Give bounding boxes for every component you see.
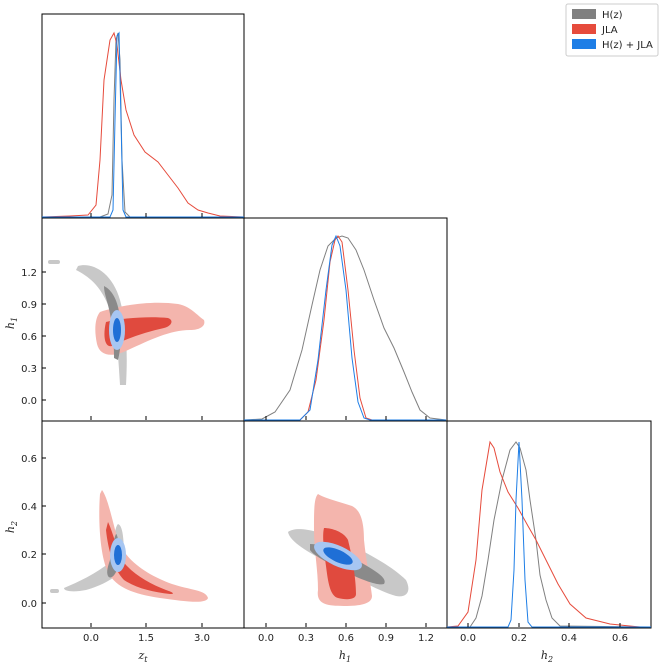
- tick-label-h1-y: 0.0: [21, 396, 37, 407]
- legend: H(z) JLA H(z) + JLA: [565, 3, 659, 57]
- ylabel-h1: h1: [4, 317, 19, 329]
- jla-hz-contour-68-h2-h1: [323, 547, 353, 565]
- tick-label-zt-x: 1.5: [138, 633, 154, 644]
- tick-marks: [42, 213, 621, 627]
- tick-label-h1-x: 0.6: [338, 633, 354, 644]
- legend-label-jla: JLA: [601, 25, 618, 36]
- contours-h1-vs-zt: [48, 260, 205, 385]
- contours-h2-vs-h1: [288, 494, 409, 606]
- tick-label-zt-x: 0.0: [83, 633, 99, 644]
- tick-label-h1-y: 0.6: [21, 332, 37, 343]
- legend-swatch-hz: [572, 9, 596, 19]
- tick-label-h2-x: 0.0: [460, 633, 476, 644]
- tick-label-h1-y: 0.9: [21, 300, 37, 311]
- hz-contour-95-h1-zt: [76, 265, 127, 385]
- contours-h2-vs-zt: [50, 490, 208, 602]
- tick-label-h1-x: 0.9: [378, 633, 394, 644]
- hz-contour-island-h2-zt: [50, 589, 59, 593]
- legend-label-hz: H(z): [602, 10, 623, 21]
- jla-contour-68-h2-zt: [106, 522, 173, 594]
- tick-label-h1-y: 0.3: [21, 364, 37, 375]
- jla-hz-h1-marginal-line: [244, 234, 446, 421]
- tick-label-h2-y: 0.2: [21, 550, 37, 561]
- jla-hz-contour-68-h2-zt: [114, 545, 122, 565]
- tick-label-h1-x: 0.0: [258, 633, 274, 644]
- panel-h2-vs-zt: [41, 420, 245, 629]
- tick-label-h2-y: 0.0: [21, 599, 37, 610]
- legend-swatch-hz-jla: [572, 39, 596, 49]
- jla-hz-zt-marginal-line: [42, 31, 244, 218]
- tick-label-zt-x: 3.0: [194, 633, 210, 644]
- jla-h2-marginal-line: [447, 440, 651, 628]
- tick-label-h1-x: 1.2: [418, 633, 434, 644]
- hz-zt-marginal-line: [42, 32, 244, 218]
- hz-contour-island-h1-zt: [48, 260, 60, 264]
- panel-h1-marginal: [243, 217, 448, 422]
- jla-zt-marginal-line: [42, 31, 244, 218]
- tick-label-h2-y: 0.6: [21, 454, 37, 465]
- tick-label-h2-x: 0.2: [511, 633, 527, 644]
- legend-label-hz-jla: H(z) + JLA: [602, 40, 653, 51]
- xlabel-zt: zt: [137, 649, 148, 664]
- tick-label-h1-x: 0.3: [298, 633, 314, 644]
- tick-label-h2-y: 0.4: [21, 502, 37, 513]
- xlabel-h2: h2: [541, 649, 553, 664]
- panel-zt-marginal: [41, 13, 245, 219]
- tick-labels: 0.0 0.3 0.6 0.9 1.2 0.0 0.2 0.4 0.6 0.0 …: [21, 268, 628, 644]
- legend-swatch-jla: [572, 24, 596, 34]
- ylabel-h2: h2: [4, 521, 19, 533]
- jla-hz-h2-marginal-line: [447, 441, 651, 628]
- panel-h2-marginal: [446, 420, 652, 629]
- tick-label-h1-y: 1.2: [21, 268, 37, 279]
- tick-label-h2-x: 0.6: [612, 633, 628, 644]
- hz-h1-marginal-line: [244, 235, 447, 421]
- hz-h2-marginal-line: [447, 441, 651, 628]
- xlabel-h1: h1: [339, 649, 351, 664]
- jla-h1-marginal-line: [244, 235, 446, 421]
- jla-hz-contour-68-h1-zt: [113, 318, 121, 342]
- tick-label-h2-x: 0.4: [561, 633, 577, 644]
